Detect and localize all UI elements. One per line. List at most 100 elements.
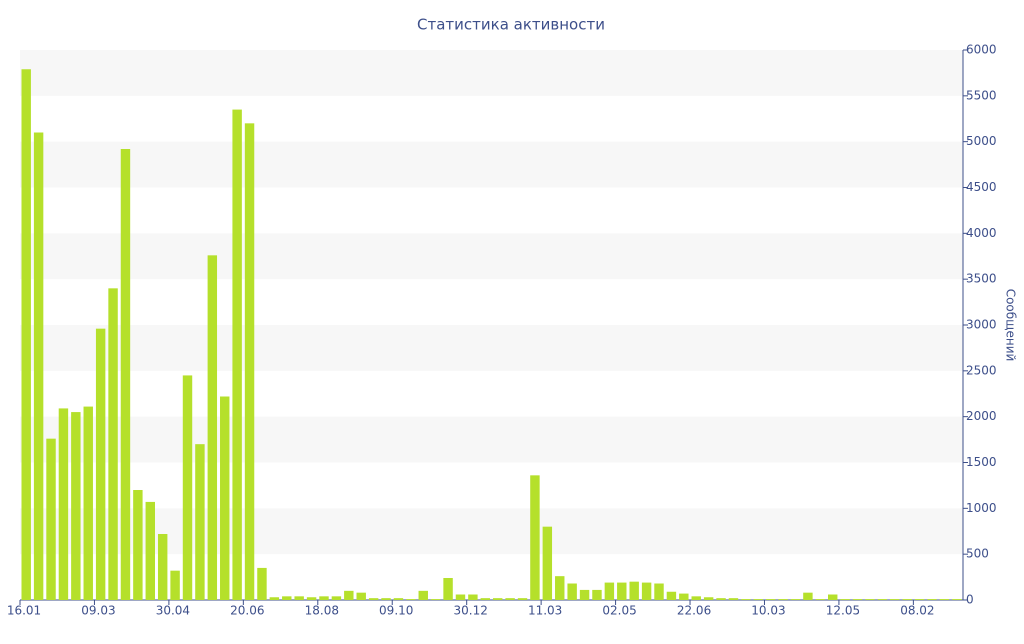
bar (120, 149, 131, 600)
bar (257, 567, 267, 600)
y-axis-title: Сообщений (1004, 289, 1018, 362)
bar (840, 599, 850, 600)
bar (393, 598, 404, 600)
bar (778, 599, 788, 600)
bar (157, 534, 168, 600)
y-tick-label: 4500 (966, 180, 997, 194)
bar (319, 596, 329, 600)
x-tick-label: 30.12 (454, 604, 488, 618)
bar (58, 408, 69, 600)
bar (95, 328, 106, 600)
x-tick-label: 02.05 (602, 604, 636, 618)
y-tick-label: 0 (966, 593, 974, 607)
y-tick-label: 4000 (966, 226, 997, 240)
y-tick-label: 6000 (966, 43, 997, 57)
x-tick-label: 16.01 (7, 604, 41, 618)
bar (108, 288, 118, 600)
bar (282, 596, 292, 600)
y-tick-label: 2500 (966, 363, 997, 377)
x-tick-label: 12.05 (826, 604, 860, 618)
bar (232, 109, 242, 600)
bar (654, 583, 664, 600)
bar (629, 581, 639, 600)
bar (21, 69, 31, 600)
bar (666, 591, 677, 600)
grid-band (20, 233, 963, 280)
bar (542, 526, 553, 600)
bar (182, 375, 193, 600)
y-tick-label: 3500 (966, 272, 997, 286)
y-tick-label: 1000 (966, 501, 997, 515)
bar (530, 475, 540, 600)
bar (145, 501, 155, 600)
bar (269, 597, 280, 600)
bar (170, 570, 180, 600)
bar (430, 599, 441, 600)
grid-band (20, 508, 963, 555)
bar (83, 406, 93, 600)
bar (579, 589, 590, 600)
grid-band (20, 325, 963, 371)
bar (133, 490, 143, 600)
bar (244, 123, 255, 600)
x-tick-label: 09.03 (81, 604, 115, 618)
y-tick-label: 5000 (966, 134, 997, 148)
bar (418, 590, 428, 600)
bar (865, 599, 875, 600)
bar (914, 599, 925, 600)
bar (828, 594, 838, 600)
bar (902, 599, 912, 600)
bar (406, 599, 416, 600)
bar (368, 598, 379, 600)
bar (505, 598, 515, 600)
bar (741, 599, 751, 600)
bar (356, 592, 366, 600)
bar (765, 599, 776, 600)
bar (790, 599, 801, 600)
bar (517, 598, 528, 600)
bar (306, 597, 317, 600)
bar (567, 583, 577, 600)
bar (890, 599, 900, 600)
bar (753, 599, 763, 600)
bar (939, 599, 950, 600)
bar (641, 582, 652, 600)
bar (927, 599, 937, 600)
bar (220, 396, 230, 600)
bar (492, 598, 503, 600)
bar (294, 596, 304, 600)
y-tick-label: 2000 (966, 409, 997, 423)
bar (803, 592, 813, 600)
bar (952, 599, 962, 600)
grid-band (20, 416, 963, 463)
x-tick-label: 10.03 (751, 604, 785, 618)
x-tick-label: 22.06 (677, 604, 711, 618)
x-tick-label: 30.04 (156, 604, 190, 618)
bar (195, 444, 205, 600)
grid-band (20, 50, 963, 96)
x-tick-label: 09.10 (379, 604, 413, 618)
bar (468, 594, 478, 600)
bar (455, 594, 466, 600)
bar (71, 412, 81, 600)
bar (815, 599, 826, 600)
bar (33, 132, 44, 600)
bar (443, 578, 453, 600)
bar (331, 596, 342, 600)
x-tick-label: 08.02 (900, 604, 934, 618)
bar (46, 438, 56, 600)
bar (679, 593, 689, 600)
bar (617, 582, 627, 600)
bar (381, 598, 391, 600)
x-tick-label: 20.06 (230, 604, 264, 618)
bar (728, 598, 739, 600)
bar (703, 597, 714, 600)
y-tick-label: 1500 (966, 455, 997, 469)
x-tick-label: 11.03 (528, 604, 562, 618)
x-tick-label: 18.08 (305, 604, 339, 618)
y-tick-label: 3000 (966, 318, 997, 332)
y-tick-label: 5500 (966, 88, 997, 102)
chart-title: Статистика активности (417, 16, 605, 34)
bar (480, 598, 491, 600)
